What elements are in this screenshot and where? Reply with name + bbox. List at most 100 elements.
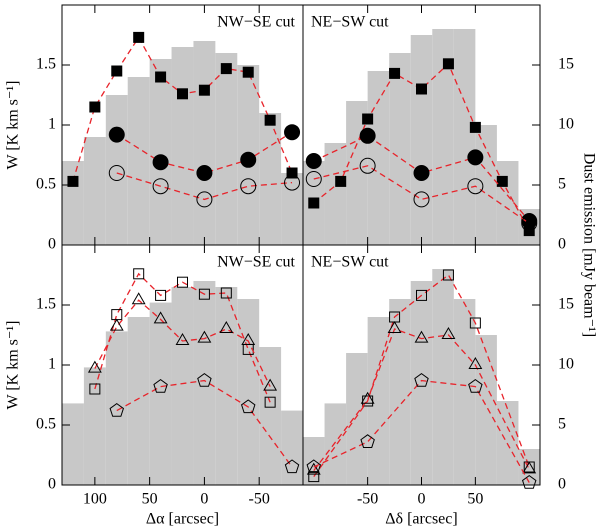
dust-bar xyxy=(171,47,194,245)
x-tick-label: 0 xyxy=(418,491,426,508)
dust-bar xyxy=(410,281,433,485)
panel-title: NW−SE cut xyxy=(217,254,295,271)
marker xyxy=(220,287,232,299)
marker xyxy=(442,58,454,70)
marker xyxy=(468,357,483,369)
dust-bar xyxy=(127,317,150,485)
marker xyxy=(240,178,257,195)
marker xyxy=(89,383,101,395)
marker xyxy=(152,154,169,171)
series-line xyxy=(94,272,271,403)
y-tick-label: 1.5 xyxy=(36,56,56,73)
marker xyxy=(264,114,276,126)
x-axis-label: Δα [arcsec] xyxy=(146,511,219,528)
dust-bar xyxy=(324,403,347,485)
marker xyxy=(521,474,537,489)
marker xyxy=(109,402,125,417)
dust-bar xyxy=(453,299,476,485)
y2-tick-label: 15 xyxy=(558,56,574,73)
dust-bar xyxy=(367,71,390,245)
marker xyxy=(133,268,145,280)
y2-tick-label: 0 xyxy=(558,236,566,253)
dust-bar xyxy=(83,137,106,245)
y2-tick-label: 15 xyxy=(558,296,574,313)
x-axis-label: Δδ [arcsec] xyxy=(385,511,457,528)
marker xyxy=(469,317,481,329)
y-tick-label: 1 xyxy=(48,116,56,133)
dust-bar xyxy=(346,353,368,485)
marker xyxy=(305,153,322,169)
dust-bar xyxy=(389,53,411,245)
y-tick-label: 0.5 xyxy=(36,416,56,433)
marker xyxy=(220,63,232,75)
dust-bar xyxy=(453,29,476,245)
panel-frame xyxy=(302,244,541,486)
marker xyxy=(284,174,301,191)
marker xyxy=(306,459,322,474)
marker xyxy=(198,84,210,96)
marker xyxy=(87,360,102,373)
dust-bar xyxy=(149,302,172,485)
series-line xyxy=(94,299,271,387)
marker xyxy=(360,391,375,404)
marker xyxy=(413,165,430,181)
series-line xyxy=(116,379,293,468)
marker xyxy=(177,88,188,100)
marker xyxy=(67,175,79,187)
dust-bar xyxy=(105,95,128,245)
dust-bar xyxy=(324,143,347,245)
marker xyxy=(155,71,167,83)
marker xyxy=(177,276,188,288)
dust-bar xyxy=(127,77,150,245)
marker xyxy=(359,127,376,144)
dust-bar xyxy=(259,113,282,245)
y-tick-label: 1 xyxy=(48,356,56,373)
dust-bar xyxy=(475,125,497,245)
dust-bar xyxy=(410,35,433,245)
marker xyxy=(197,330,212,343)
marker xyxy=(360,434,375,448)
y2-tick-label: 10 xyxy=(558,116,574,133)
panel-title: NE−SW cut xyxy=(311,14,389,31)
marker xyxy=(242,66,254,78)
y2-tick-label: 0 xyxy=(558,476,566,493)
y-tick-label: 1.5 xyxy=(36,296,56,313)
marker xyxy=(467,149,484,166)
series-line xyxy=(313,274,530,477)
dust-bar xyxy=(389,299,411,485)
marker xyxy=(153,311,168,324)
y2-tick-label: 5 xyxy=(558,416,566,433)
marker xyxy=(469,121,481,133)
marker xyxy=(108,126,125,143)
y2-tick-label: 10 xyxy=(558,356,574,373)
dust-bar xyxy=(105,331,128,485)
marker xyxy=(111,65,123,77)
marker xyxy=(335,175,347,187)
marker xyxy=(264,396,276,408)
marker xyxy=(286,167,298,179)
marker xyxy=(467,178,484,195)
y-axis-label: W [K km s⁻¹] xyxy=(5,81,22,170)
marker xyxy=(175,333,190,345)
marker xyxy=(284,459,300,474)
dust-bar xyxy=(193,281,216,485)
marker xyxy=(241,332,256,345)
marker xyxy=(468,378,483,393)
marker xyxy=(155,289,167,301)
series-line xyxy=(313,328,530,471)
marker xyxy=(152,178,169,195)
x-tick-label: -50 xyxy=(249,491,270,508)
marker xyxy=(389,67,401,79)
marker xyxy=(111,309,123,321)
marker xyxy=(196,165,213,181)
dust-bar xyxy=(83,367,106,485)
marker xyxy=(416,83,427,95)
dust-bar xyxy=(281,410,303,485)
series-line xyxy=(313,379,530,483)
y-tick-label: 0.5 xyxy=(36,176,56,193)
dust-bar xyxy=(215,53,238,245)
marker xyxy=(521,215,538,232)
marker xyxy=(416,289,427,301)
marker xyxy=(308,197,320,209)
